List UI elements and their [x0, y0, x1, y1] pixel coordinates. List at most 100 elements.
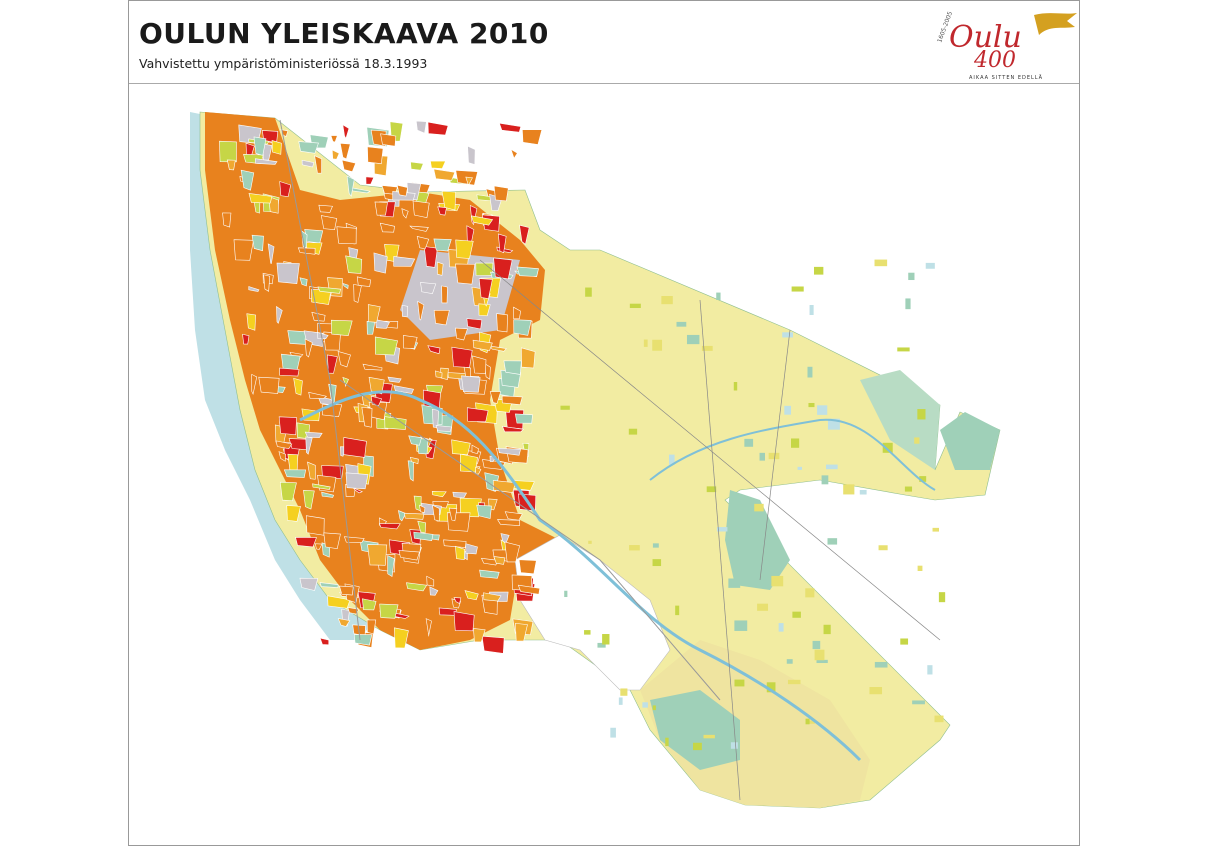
land-use-parcel [425, 618, 432, 637]
land-use-parcel [665, 737, 669, 747]
land-use-parcel [610, 727, 616, 738]
land-use-parcel [431, 408, 440, 429]
land-use-parcel [267, 243, 275, 264]
land-use-parcel [496, 519, 520, 527]
land-use-parcel [271, 140, 282, 155]
land-use-parcel [912, 700, 925, 705]
land-use-parcel [676, 321, 687, 327]
land-use-parcel [643, 339, 648, 347]
land-use-parcel [629, 303, 641, 309]
land-use-parcel [730, 742, 738, 749]
land-use-parcel [716, 292, 721, 301]
land-use-parcel [513, 319, 532, 336]
land-use-parcel [263, 274, 271, 292]
land-use-parcel [501, 395, 523, 405]
land-use-parcel [814, 649, 825, 661]
land-use-parcel [219, 140, 237, 163]
land-use-parcel [337, 618, 351, 627]
land-use-parcel [932, 527, 940, 532]
land-use-parcel [768, 452, 780, 460]
land-use-parcel [419, 504, 426, 513]
land-use-parcel [368, 376, 385, 395]
land-use-parcel [905, 298, 911, 310]
land-use-parcel [367, 544, 388, 566]
land-use-parcel [251, 373, 258, 395]
land-use-parcel [308, 391, 328, 399]
land-use-parcel [455, 545, 466, 560]
land-use-parcel [451, 439, 471, 455]
land-use-parcel [452, 491, 468, 499]
land-use-parcel [317, 286, 342, 294]
land-use-parcel [430, 160, 446, 169]
land-use-parcel [706, 486, 717, 493]
land-use-parcel [465, 176, 473, 185]
land-use-parcel [809, 305, 814, 316]
land-use-parcel [417, 300, 425, 321]
land-use-parcel [312, 483, 331, 490]
land-use-parcel [472, 339, 493, 351]
land-use-parcel [878, 545, 888, 551]
land-use-parcel [938, 592, 946, 603]
land-use-parcel [433, 310, 450, 326]
land-use-parcel [345, 472, 369, 490]
land-use-parcel [361, 598, 377, 611]
land-use-parcel [807, 366, 813, 378]
land-use-parcel [279, 481, 297, 502]
land-use-parcel [733, 381, 738, 391]
land-use-parcel [791, 438, 800, 448]
land-use-parcel [493, 257, 513, 280]
logo-number: 400 [973, 48, 1016, 73]
land-use-parcel [406, 582, 428, 592]
nature-south [650, 690, 740, 770]
land-use-parcel [759, 452, 765, 461]
power-line [479, 259, 941, 641]
land-use-parcel [426, 575, 435, 587]
land-use-parcel [466, 407, 489, 423]
land-use-parcel [339, 142, 351, 160]
land-use-parcel [628, 428, 638, 435]
land-use-parcel [432, 504, 440, 522]
land-use-parcel [314, 543, 323, 550]
land-use-parcel [248, 193, 273, 204]
land-use-parcel [319, 637, 330, 646]
land-use-parcel [481, 635, 505, 654]
land-use-parcel [339, 585, 354, 596]
land-use-parcel [669, 454, 675, 465]
land-use-parcel [823, 624, 831, 635]
land-use-parcel [517, 584, 541, 595]
land-use-parcel [827, 538, 838, 545]
land-use-parcel [874, 661, 888, 668]
land-use-parcel [652, 705, 656, 711]
land-use-parcel [716, 527, 728, 532]
land-use-parcel [233, 239, 254, 261]
land-use-parcel [283, 469, 307, 478]
land-use-parcel [475, 466, 482, 475]
land-use-parcel [366, 619, 377, 635]
land-use-parcel [298, 141, 319, 154]
land-use-parcel [471, 444, 480, 455]
land-use-parcel [254, 158, 278, 165]
land-use-parcel [618, 697, 623, 705]
land-use-parcel [812, 640, 821, 650]
land-use-parcel [908, 272, 915, 281]
land-use-parcel [869, 687, 883, 695]
land-use-parcel [686, 334, 700, 345]
land-use-parcel [914, 437, 920, 444]
land-use-parcel [423, 246, 438, 268]
land-use-parcel [754, 503, 764, 512]
land-use-parcel [466, 318, 483, 330]
land-use-parcel [342, 283, 349, 290]
land-use-parcel [226, 159, 236, 171]
land-use-parcel [341, 159, 357, 173]
land-use-parcel [465, 543, 478, 555]
land-use-parcel [396, 184, 408, 197]
land-use-parcel [311, 311, 326, 322]
land-use-parcel [307, 461, 316, 480]
land-use-parcel [393, 256, 416, 267]
land-use-parcel [404, 512, 425, 520]
land-use-parcel [268, 196, 279, 214]
land-use-parcel [489, 391, 502, 404]
land-use-parcel [900, 638, 909, 645]
land-use-parcel [378, 523, 401, 530]
